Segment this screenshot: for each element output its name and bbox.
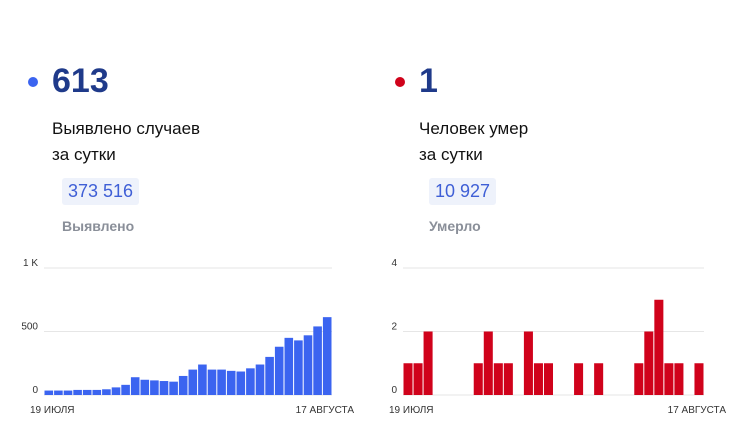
cases-dot-icon (28, 77, 38, 87)
bar (294, 340, 303, 395)
cases-description: Выявлено случаев за сутки (52, 116, 252, 168)
bar (574, 363, 584, 395)
deaths-chart: 0 2 4 19 ИЮЛЯ 17 АВГУСТА (389, 258, 727, 416)
x-end-label: 17 АВГУСТА (296, 405, 355, 416)
cases-desc-line1: Выявлено случаев (52, 119, 201, 138)
bar (674, 363, 684, 395)
bar (274, 346, 284, 395)
bar (54, 390, 63, 395)
bar (73, 389, 82, 395)
x-start-label: 19 ИЮЛЯ (389, 405, 434, 416)
bar (403, 363, 413, 395)
bar (493, 363, 503, 395)
bar (265, 356, 274, 395)
bar (634, 363, 644, 395)
bar (92, 389, 102, 395)
bar (533, 363, 543, 395)
bar (322, 317, 332, 395)
bar (82, 389, 92, 395)
bar (159, 381, 169, 395)
bar (140, 379, 150, 395)
bar (255, 364, 265, 395)
cases-chart: 0 500 1 K 19 ИЮЛЯ 17 АВГУСТА (21, 258, 355, 416)
bar (236, 371, 246, 395)
bar (207, 369, 217, 395)
bar (413, 363, 423, 395)
bar (44, 390, 54, 395)
bar (664, 363, 674, 395)
bar (63, 390, 73, 395)
deaths-count: 1 (419, 62, 438, 100)
bar (423, 331, 433, 395)
deaths-dot-icon (395, 77, 405, 87)
bar (483, 331, 493, 395)
bar (654, 299, 664, 395)
y-tick-label: 500 (21, 322, 38, 333)
y-tick-label: 0 (391, 385, 397, 396)
cases-count: 613 (52, 62, 109, 100)
deaths-panel: 1 Человек умер за сутки 10 927 Умерло 0 2… (367, 0, 734, 426)
y-tick-label: 4 (391, 258, 397, 269)
bar (178, 375, 188, 395)
deaths-total: 10 927 (429, 178, 497, 205)
cases-desc-line2: за сутки (52, 145, 116, 164)
bar (473, 363, 483, 395)
bar (303, 335, 313, 395)
bar (594, 363, 604, 395)
bar (198, 364, 207, 395)
bar (644, 331, 654, 395)
x-end-label: 17 АВГУСТА (668, 405, 727, 416)
bar (226, 370, 236, 395)
bar (217, 369, 226, 395)
bar (246, 368, 255, 395)
cases-total: 373 516 (62, 178, 140, 205)
bar (130, 377, 140, 395)
bar (313, 326, 322, 395)
deaths-desc-line1: Человек умер (419, 119, 529, 138)
x-start-label: 19 ИЮЛЯ (30, 405, 75, 416)
bar (111, 387, 121, 395)
y-tick-label: 1 K (23, 258, 38, 269)
y-tick-label: 2 (391, 322, 397, 333)
deaths-description: Человек умер за сутки (419, 116, 619, 168)
cases-panel: 613 Выявлено случаев за сутки 373 516 Вы… (21, 62, 355, 416)
bar (150, 380, 159, 395)
y-tick-label: 0 (32, 385, 38, 396)
bar (102, 389, 111, 395)
bar (121, 384, 130, 395)
bar (188, 369, 198, 395)
cases-total-label: Выявлено (62, 218, 135, 234)
bar (543, 363, 553, 395)
bar (523, 331, 533, 395)
bar (503, 363, 513, 395)
deaths-desc-line2: за сутки (419, 145, 483, 164)
bar (694, 363, 704, 395)
deaths-total-label: Умерло (429, 218, 481, 234)
bar (169, 381, 178, 395)
bar (284, 337, 294, 395)
